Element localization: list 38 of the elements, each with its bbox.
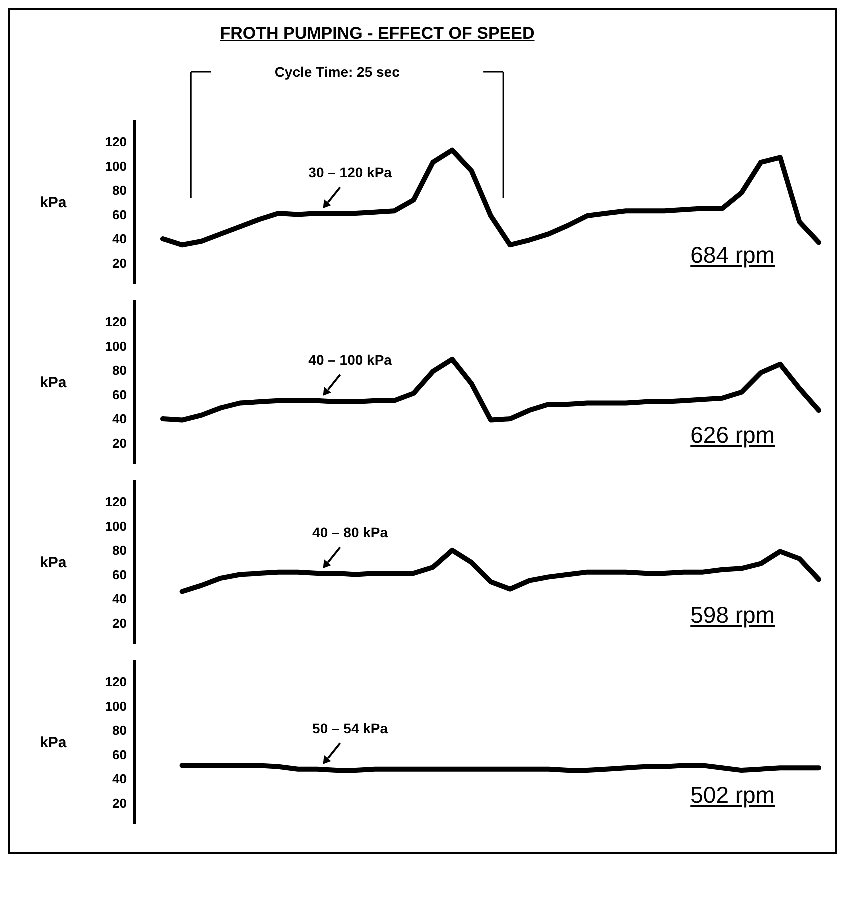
y-tick-label: 80 — [112, 183, 127, 198]
y-tick-label: 60 — [112, 567, 127, 582]
y-tick-label: 80 — [112, 723, 127, 738]
series-label: 502 rpm — [690, 782, 775, 809]
y-tick-label: 100 — [105, 518, 127, 534]
text: Cycle Time: 25 sec — [274, 64, 400, 80]
series-label: 684 rpm — [690, 242, 775, 269]
y-tick-label: 40 — [112, 412, 127, 427]
y-axis-title: kPa — [40, 554, 68, 572]
y-tick-label: 60 — [112, 747, 127, 762]
series-label: 626 rpm — [690, 422, 775, 449]
y-axis-title: kPa — [40, 734, 68, 752]
y-tick-label: 20 — [112, 256, 127, 271]
y-tick-label: 40 — [112, 232, 127, 247]
y-tick-label: 100 — [105, 698, 127, 714]
y-tick-label: 40 — [112, 772, 127, 787]
y-axis-title: kPa — [40, 374, 68, 392]
y-tick-label: 120 — [105, 134, 127, 150]
y-tick-label: 80 — [112, 363, 127, 378]
y-axis-title: kPa — [40, 194, 68, 212]
y-tick-label: 40 — [112, 592, 127, 607]
annotation: 40 – 80 kPa — [312, 524, 388, 541]
annotation: 30 – 120 kPa — [308, 164, 392, 181]
annotation: 50 – 54 kPa — [312, 720, 388, 736]
y-tick-label: 120 — [105, 674, 127, 690]
chart-title: FROTH PUMPING - EFFECT OF SPEED — [219, 23, 536, 45]
annotation: 40 – 100 kPa — [308, 352, 392, 368]
y-tick-label: 100 — [105, 158, 127, 174]
y-tick-label: 100 — [105, 338, 127, 354]
y-tick-label: 120 — [105, 314, 127, 330]
series-label: 598 rpm — [690, 602, 775, 629]
y-tick-label: 60 — [112, 207, 127, 222]
y-tick-label: 20 — [112, 796, 127, 811]
y-tick-label: 80 — [112, 543, 127, 558]
y-tick-label: 60 — [112, 387, 127, 402]
y-tick-label: 20 — [112, 436, 127, 451]
y-tick-label: 120 — [105, 494, 127, 510]
y-tick-label: 20 — [112, 616, 127, 631]
